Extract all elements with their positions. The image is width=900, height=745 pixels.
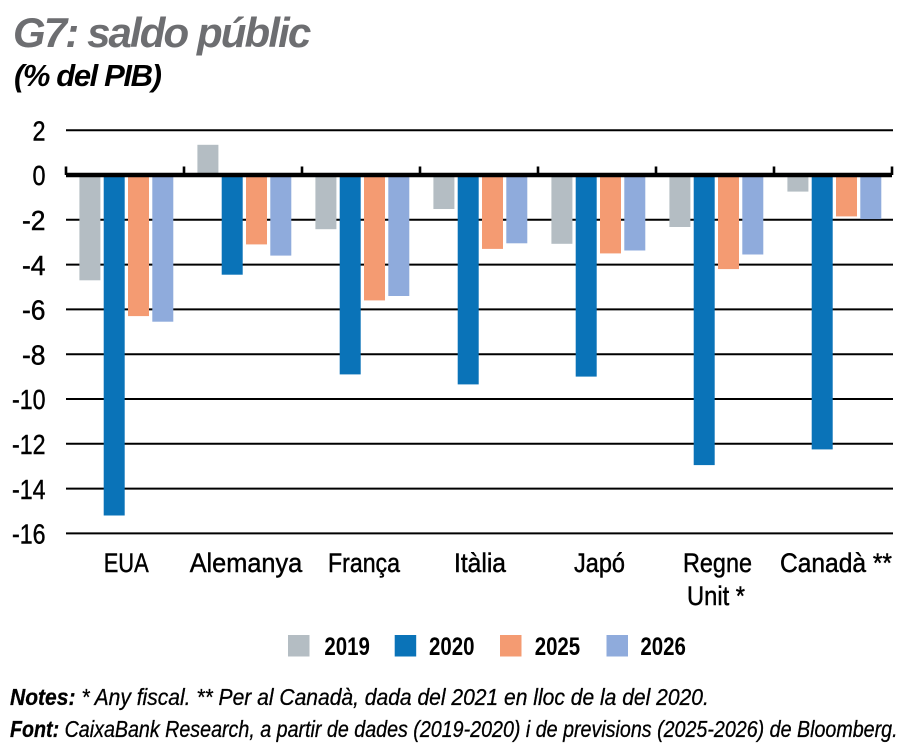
svg-text:-6: -6	[22, 295, 46, 326]
svg-text:-12: -12	[12, 429, 46, 460]
svg-text:2020: 2020	[429, 633, 475, 661]
svg-text:França: França	[328, 548, 401, 578]
svg-text:-14: -14	[12, 474, 46, 505]
svg-text:Canadà **: Canadà **	[780, 548, 892, 578]
svg-text:2: 2	[33, 115, 46, 146]
svg-text:Alemanya: Alemanya	[190, 548, 303, 578]
svg-text:Regne: Regne	[683, 548, 752, 578]
svg-text:-4: -4	[22, 250, 46, 281]
svg-text:-10: -10	[12, 384, 46, 415]
svg-text:-16: -16	[12, 519, 46, 550]
svg-text:Unit *: Unit *	[687, 581, 745, 611]
svg-text:0: 0	[33, 160, 46, 191]
svg-text:2025: 2025	[535, 633, 581, 661]
svg-text:Japó: Japó	[574, 548, 625, 578]
svg-text:-8: -8	[22, 339, 46, 370]
svg-text:Itàlia: Itàlia	[454, 548, 507, 578]
svg-text:-2: -2	[22, 205, 46, 236]
svg-text:2026: 2026	[640, 633, 686, 661]
svg-text:2019: 2019	[324, 633, 370, 661]
svg-text:EUA: EUA	[104, 548, 149, 578]
